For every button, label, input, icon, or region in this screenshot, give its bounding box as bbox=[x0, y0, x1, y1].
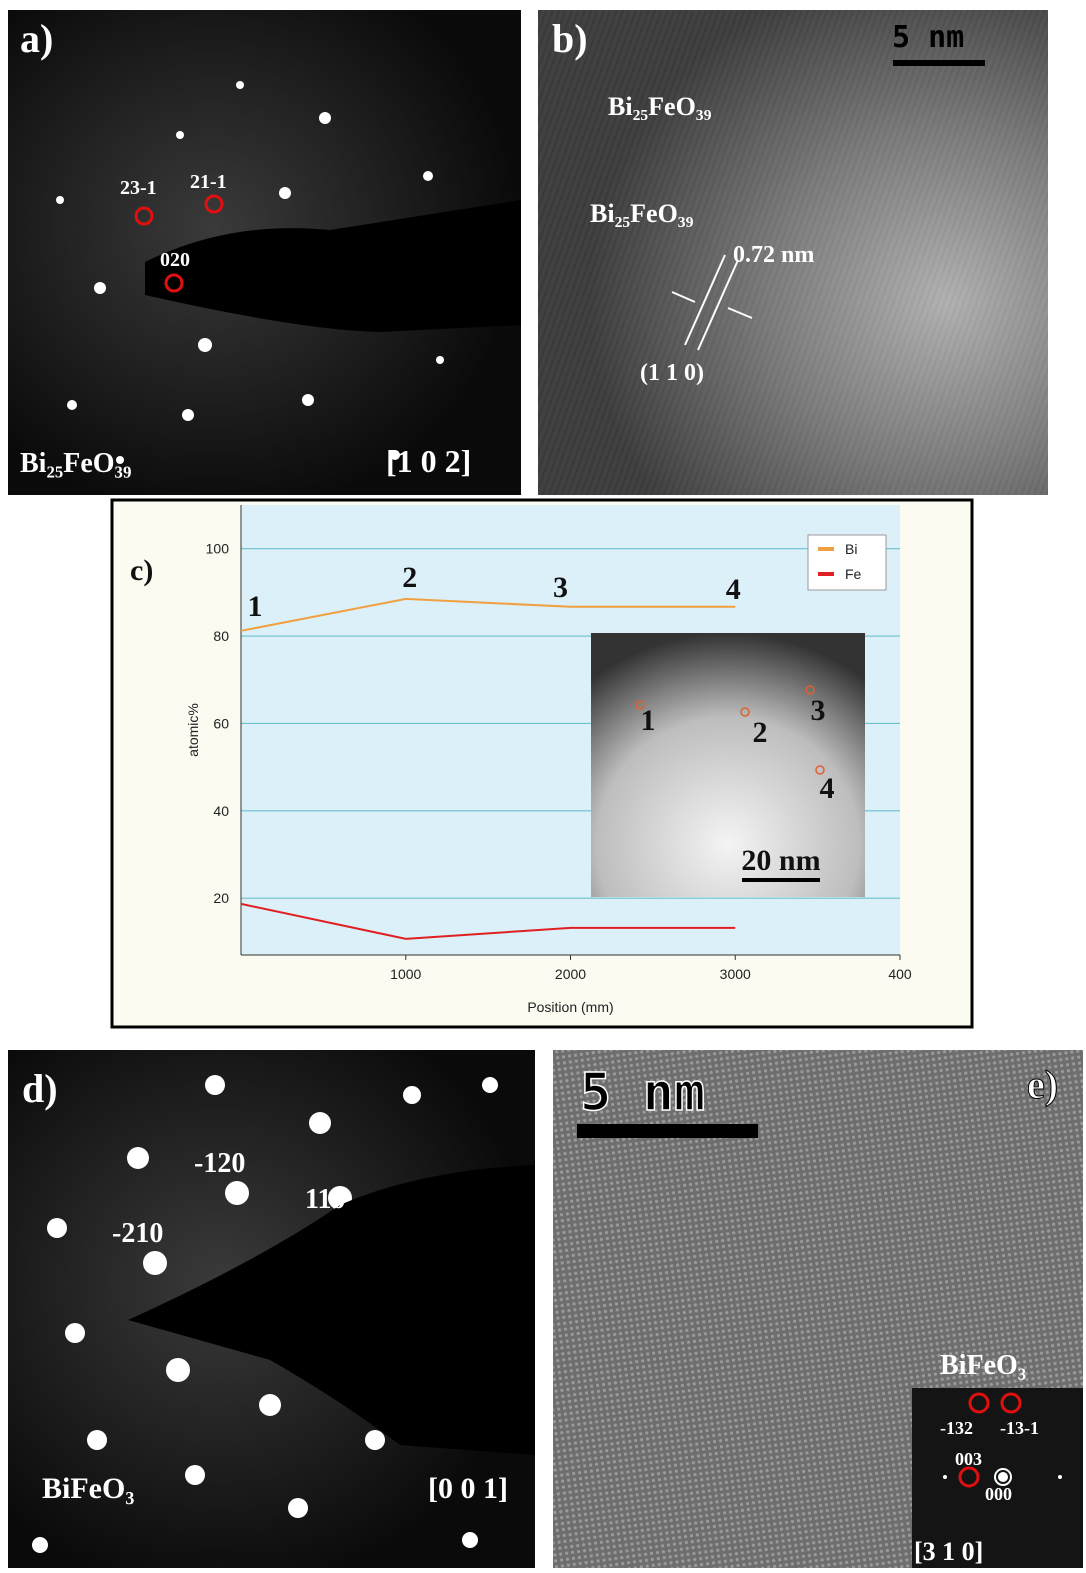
label: 5 nm bbox=[892, 20, 964, 55]
label: b) bbox=[552, 16, 588, 61]
label: 0.72 nm bbox=[733, 242, 814, 268]
label: Bi₂₅FeO₃₉ bbox=[608, 92, 712, 121]
label: 020 bbox=[160, 249, 190, 271]
label: [1 0 2] bbox=[386, 443, 471, 479]
label: -132 bbox=[940, 1418, 973, 1438]
label: Bi₂₅FeO₃₉ bbox=[590, 199, 694, 228]
x-tick-label: 1000 bbox=[390, 966, 421, 982]
label: 5 nm bbox=[580, 1063, 705, 1123]
label: 110 bbox=[305, 1184, 345, 1215]
inset-point-label: 4 bbox=[820, 772, 835, 805]
x-axis-label: Position (mm) bbox=[527, 999, 613, 1015]
label: d) bbox=[22, 1066, 58, 1111]
point-label: 4 bbox=[726, 573, 741, 606]
label: (1 1 0) bbox=[640, 360, 704, 386]
label: BiFeO₃ bbox=[940, 1350, 1026, 1381]
point-label: 3 bbox=[553, 571, 568, 604]
legend-label: Bi bbox=[845, 541, 857, 557]
point-label: 1 bbox=[248, 590, 263, 623]
label: a) bbox=[20, 16, 53, 61]
figure: a) 23-1 21-1 020 Bi₂₅FeO₃₉ [1 0 2] b) 5 nm Bi₂₅F… bbox=[0, 0, 1086, 1573]
label: -120 bbox=[194, 1148, 245, 1179]
point-label: 2 bbox=[402, 561, 417, 594]
y-tick-label: 80 bbox=[213, 628, 229, 644]
y-tick-label: 100 bbox=[206, 541, 230, 557]
y-tick-label: 40 bbox=[213, 803, 229, 819]
x-tick-label: 400 bbox=[888, 966, 912, 982]
inset-point-label: 2 bbox=[753, 716, 768, 749]
label: [3 1 0] bbox=[914, 1537, 983, 1566]
label: -13-1 bbox=[1000, 1418, 1039, 1438]
label: BiFeO₃ bbox=[42, 1472, 134, 1505]
y-tick-label: 20 bbox=[213, 890, 229, 906]
x-tick-label: 3000 bbox=[720, 966, 751, 982]
label: -210 bbox=[112, 1218, 163, 1249]
inset-scale-label: 20 nm bbox=[741, 844, 820, 877]
legend-label: Fe bbox=[845, 566, 862, 582]
label: 003 bbox=[955, 1449, 982, 1469]
y-axis-label: atomic% bbox=[185, 703, 201, 757]
inset-point-label: 1 bbox=[641, 704, 656, 737]
panel-label: c) bbox=[130, 554, 153, 587]
label: Bi₂₅FeO₃₉ bbox=[20, 448, 131, 479]
y-tick-label: 60 bbox=[213, 715, 229, 731]
label: [0 0 1] bbox=[428, 1472, 508, 1505]
label: 000 bbox=[985, 1484, 1012, 1504]
label: 21-1 bbox=[190, 171, 227, 193]
haadf-inset bbox=[591, 633, 865, 897]
x-tick-label: 2000 bbox=[555, 966, 586, 982]
inset-point-label: 3 bbox=[811, 694, 826, 727]
label: 23-1 bbox=[120, 177, 157, 199]
label: e) bbox=[1027, 1062, 1058, 1107]
